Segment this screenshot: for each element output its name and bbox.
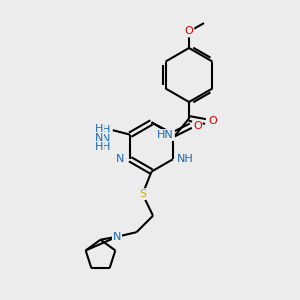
Text: O: O (208, 116, 217, 127)
Text: O: O (184, 26, 194, 37)
Text: N: N (102, 134, 110, 144)
Text: NH: NH (177, 154, 194, 164)
Text: N: N (95, 133, 103, 143)
Text: H: H (95, 142, 103, 152)
Text: H: H (102, 125, 110, 135)
Text: H: H (95, 124, 103, 134)
Text: N: N (113, 232, 121, 242)
Text: HN: HN (157, 130, 174, 140)
Text: N: N (116, 154, 124, 164)
Text: H: H (102, 142, 110, 152)
Text: S: S (139, 189, 146, 199)
Text: O: O (193, 121, 202, 131)
